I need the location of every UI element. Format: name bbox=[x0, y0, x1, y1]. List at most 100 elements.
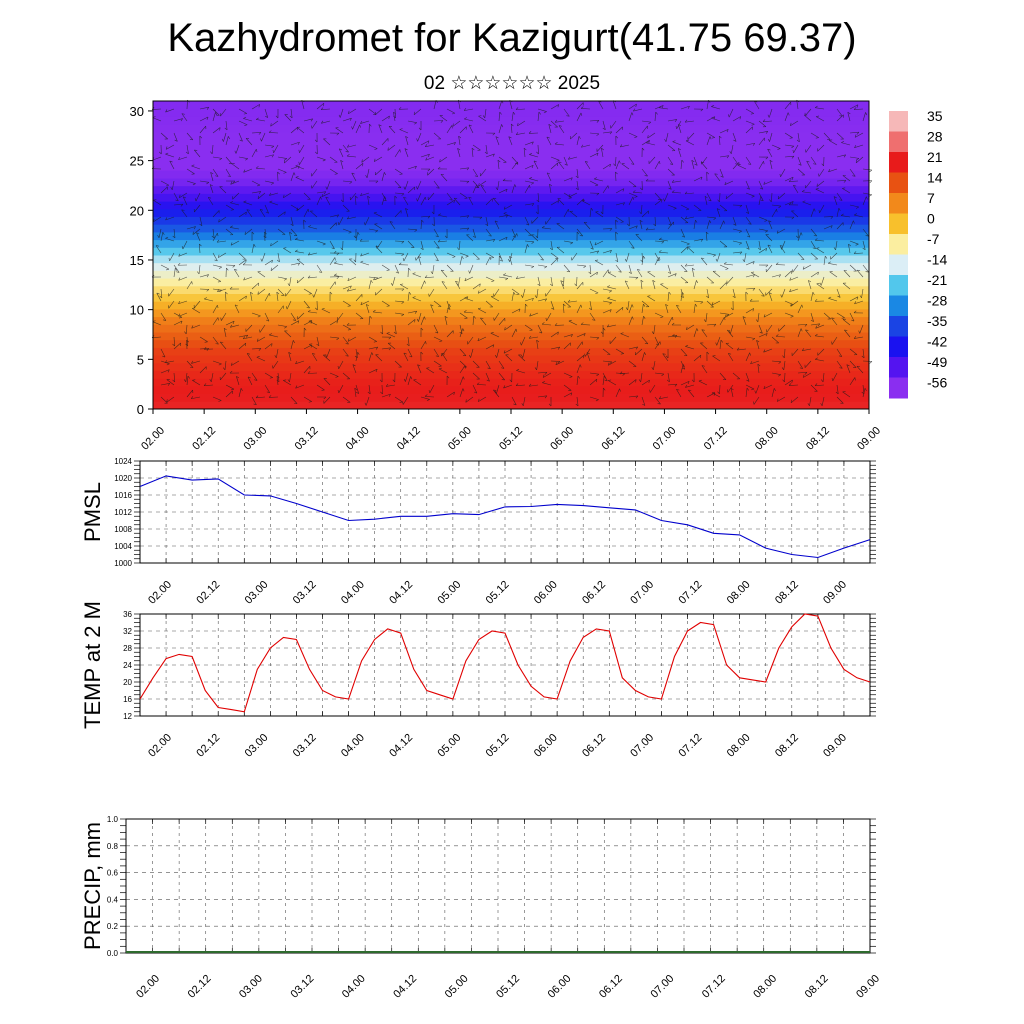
wind-barb bbox=[562, 304, 565, 314]
wind-barb bbox=[230, 324, 240, 328]
wind-barb bbox=[836, 114, 844, 122]
wind-barb-tip bbox=[336, 214, 339, 218]
wind-barb-tip bbox=[560, 280, 564, 283]
wind-barb-tip bbox=[420, 327, 424, 331]
wind-barb-tip bbox=[778, 374, 782, 377]
wind-barb bbox=[323, 396, 331, 404]
wind-barb bbox=[810, 384, 818, 392]
wind-barb bbox=[173, 320, 183, 326]
wind-barb bbox=[784, 176, 794, 182]
wind-barb-tip bbox=[828, 261, 831, 264]
wind-barb-tip bbox=[310, 344, 313, 348]
time-tick-label: 09.00 bbox=[821, 732, 849, 760]
wind-barb bbox=[303, 208, 309, 218]
wind-barb-tip bbox=[609, 361, 613, 364]
wind-barb-tip bbox=[517, 122, 519, 126]
wind-barb-tip bbox=[536, 199, 540, 203]
wind-barb-tip bbox=[691, 160, 695, 163]
wind-barb-tip bbox=[817, 271, 819, 276]
wind-barb bbox=[192, 228, 201, 235]
wind-barb bbox=[537, 144, 539, 155]
wind-barb-tip bbox=[495, 187, 498, 191]
wind-barb bbox=[251, 312, 261, 317]
wind-barb bbox=[326, 348, 331, 358]
wind-barb bbox=[576, 304, 582, 314]
wind-barb bbox=[480, 317, 487, 326]
wind-barb bbox=[580, 108, 591, 110]
wind-barb-tip bbox=[856, 104, 859, 108]
wind-barb bbox=[745, 180, 750, 190]
wind-barb-tip bbox=[465, 399, 467, 403]
wind-barb bbox=[533, 160, 539, 170]
wind-barb-tip bbox=[379, 379, 383, 383]
wind-barb bbox=[277, 305, 284, 314]
wind-barb bbox=[465, 396, 474, 403]
wind-barb bbox=[407, 376, 411, 386]
wind-barb-tip bbox=[596, 133, 600, 136]
wind-barb bbox=[340, 160, 344, 170]
wind-barb bbox=[828, 263, 838, 266]
wind-barb-tip bbox=[416, 198, 418, 202]
wind-barb bbox=[581, 144, 591, 148]
wind-barb bbox=[615, 264, 622, 273]
wind-barb bbox=[849, 204, 859, 208]
wind-barb-tip bbox=[360, 260, 364, 263]
wind-barb bbox=[524, 164, 534, 170]
wind-barb-tip bbox=[497, 159, 501, 163]
wind-barb bbox=[768, 220, 773, 230]
wind-barb-tip bbox=[622, 373, 626, 376]
wind-barb bbox=[225, 156, 233, 165]
wind-barb-tip bbox=[385, 383, 389, 387]
colorbar-label: -49 bbox=[927, 354, 947, 370]
wind-barb bbox=[165, 153, 175, 158]
wind-barb bbox=[758, 137, 765, 146]
wind-barb bbox=[641, 210, 649, 218]
wind-barb-tip bbox=[739, 242, 742, 245]
wind-barb bbox=[815, 107, 825, 110]
wind-barb-tip bbox=[869, 194, 872, 197]
wind-barb bbox=[478, 396, 487, 402]
wind-barb-tip bbox=[431, 211, 435, 215]
wind-barb-tip bbox=[218, 219, 220, 223]
wind-barb-tip bbox=[554, 323, 558, 326]
wind-barb bbox=[433, 240, 440, 249]
wind-barb-tip bbox=[600, 211, 604, 215]
wind-barb bbox=[453, 197, 461, 206]
wind-barb-tip bbox=[601, 147, 604, 151]
wind-barb bbox=[836, 288, 841, 298]
wind-barb bbox=[765, 234, 773, 242]
wind-barb-tip bbox=[478, 115, 482, 117]
wind-barb bbox=[355, 163, 364, 170]
wind-barb bbox=[355, 352, 358, 362]
wind-barb bbox=[245, 138, 253, 146]
wind-barb-tip bbox=[265, 211, 269, 214]
wind-barb-tip bbox=[360, 120, 363, 124]
wind-barb-tip bbox=[521, 354, 524, 358]
wind-barb bbox=[259, 324, 266, 333]
wind-barb bbox=[664, 192, 669, 202]
wind-barb bbox=[386, 384, 396, 387]
wind-barb-tip bbox=[507, 258, 510, 262]
wind-barb bbox=[705, 312, 708, 322]
wind-barb-tip bbox=[595, 184, 599, 187]
wind-barb bbox=[667, 180, 672, 190]
wind-barb bbox=[555, 360, 565, 366]
wind-barb bbox=[218, 252, 227, 258]
wind-barb bbox=[458, 136, 461, 146]
wind-barb bbox=[217, 288, 227, 292]
wind-barb bbox=[516, 384, 526, 386]
wind-barb bbox=[624, 280, 630, 290]
wind-barb bbox=[212, 210, 220, 218]
wind-barb bbox=[636, 269, 643, 278]
wind-barb bbox=[238, 295, 247, 302]
wind-barb bbox=[842, 282, 851, 290]
wind-barb-tip bbox=[303, 327, 307, 331]
wind-barb-tip bbox=[609, 131, 613, 135]
wind-barb bbox=[680, 240, 690, 245]
wind-barb-tip bbox=[779, 245, 783, 247]
wind-barb bbox=[168, 300, 175, 309]
wind-barb bbox=[848, 244, 851, 254]
wind-barb bbox=[706, 323, 716, 326]
wind-barb-tip bbox=[691, 379, 695, 383]
wind-barb bbox=[375, 354, 383, 362]
